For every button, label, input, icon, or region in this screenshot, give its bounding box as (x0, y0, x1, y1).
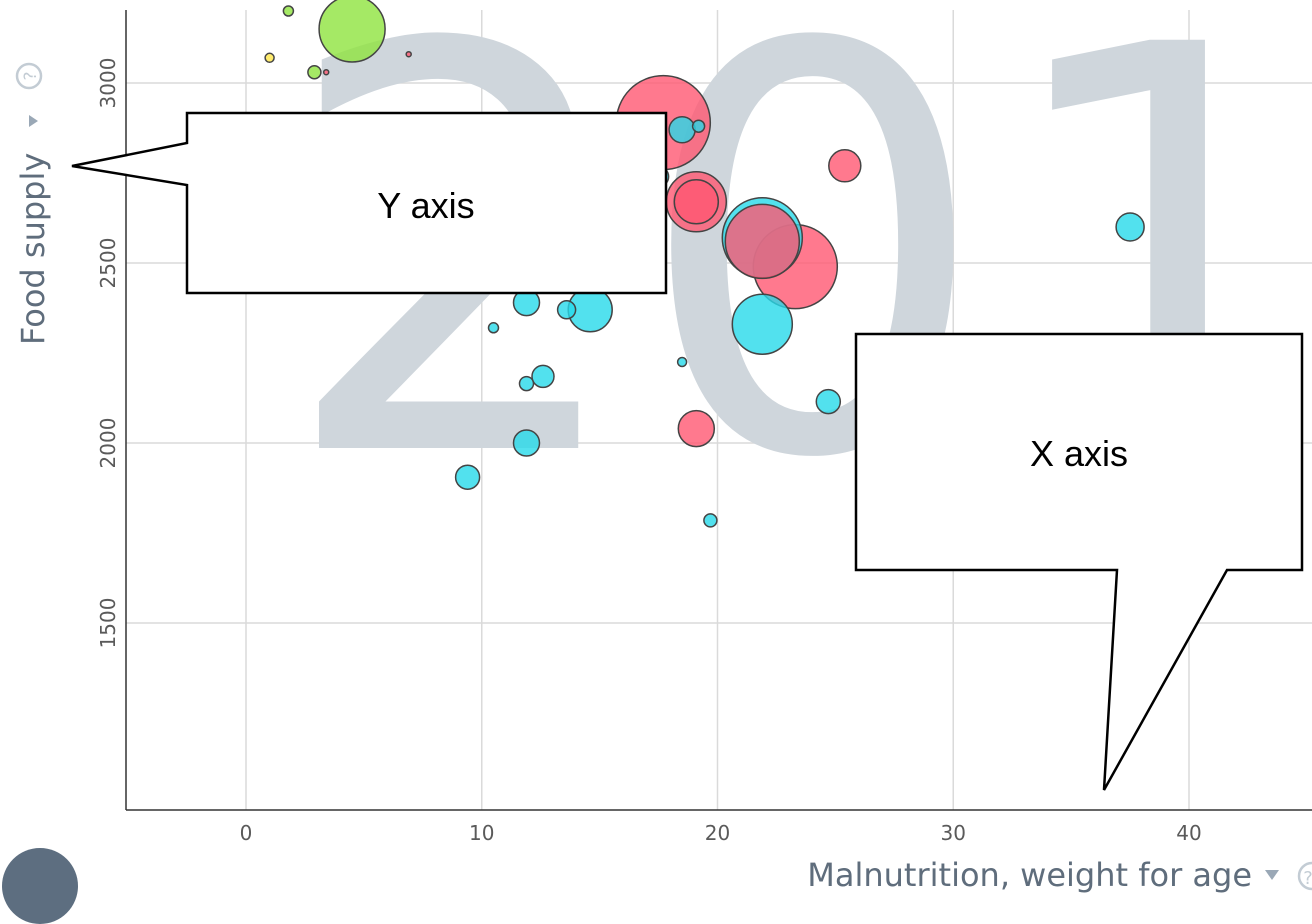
bubble-point[interactable] (531, 364, 555, 389)
bubble-point[interactable] (828, 149, 862, 183)
bubble-point[interactable] (487, 322, 500, 334)
y-tick-label: 3000 (96, 58, 120, 109)
avatar[interactable] (2, 848, 78, 924)
bubble-point[interactable] (731, 293, 794, 355)
x-tick-label: 30 (941, 821, 966, 845)
bubble-point[interactable] (703, 513, 718, 528)
y-tick-label: 2500 (96, 238, 120, 289)
svg-text:?: ? (21, 71, 41, 80)
bubble-point[interactable] (405, 50, 412, 58)
x-axis-callout-shape (854, 332, 1304, 791)
x-tick-label: 0 (240, 821, 253, 845)
axes (125, 10, 1312, 811)
y-tick-label: 1500 (96, 598, 120, 649)
x-tick-label: 40 (1176, 821, 1201, 845)
x-axis-callout-text: X axis (1030, 433, 1128, 474)
data-bubbles (264, 0, 1145, 528)
y-axis-title[interactable]: Food supply (14, 153, 52, 345)
bubble-point[interactable] (668, 116, 696, 144)
bubble-point[interactable] (724, 203, 801, 280)
caret-down-icon[interactable] (1265, 870, 1279, 880)
bubble-point[interactable] (318, 0, 386, 63)
bubble-point[interactable] (322, 68, 330, 76)
caret-down-icon[interactable] (29, 115, 38, 127)
bubble-point[interactable] (264, 52, 275, 64)
x-tick-label: 20 (705, 821, 730, 845)
bubble-point[interactable] (307, 64, 322, 80)
bubble-point[interactable] (512, 429, 541, 457)
y-axis-callout-text: Y axis (377, 185, 474, 226)
bubble-point[interactable] (673, 179, 720, 225)
help-circle-icon[interactable]: ? (1297, 861, 1312, 891)
bubble-point[interactable] (815, 388, 842, 415)
help-circle-icon[interactable]: ? (15, 62, 43, 90)
x-tick-label: 10 (469, 821, 494, 845)
y-axis-callout-shape (71, 111, 668, 295)
bubble-point[interactable] (677, 409, 716, 448)
y-axis-callout: Y axis (71, 111, 668, 295)
x-axis-title-group[interactable]: Malnutrition, weight for age ? (807, 856, 1312, 894)
y-tick-label: 2000 (96, 418, 120, 469)
bubble-point[interactable] (518, 375, 535, 392)
x-axis-title[interactable]: Malnutrition, weight for age (807, 856, 1252, 894)
bubble-point[interactable] (282, 5, 295, 17)
svg-text:?: ? (1303, 868, 1312, 889)
y-tick-labels: 1500 2000 2500 3000 (96, 58, 120, 649)
bubble-point[interactable] (556, 300, 577, 320)
x-tick-labels: 0 10 20 30 40 (240, 821, 1202, 845)
bubble-point[interactable] (691, 119, 706, 133)
bubble-point[interactable] (676, 356, 688, 368)
y-axis-title-group[interactable]: Food supply ? (14, 62, 52, 345)
bubble-point[interactable] (1115, 212, 1145, 242)
x-axis-callout: X axis (854, 332, 1304, 791)
bubble-point[interactable] (454, 464, 481, 490)
